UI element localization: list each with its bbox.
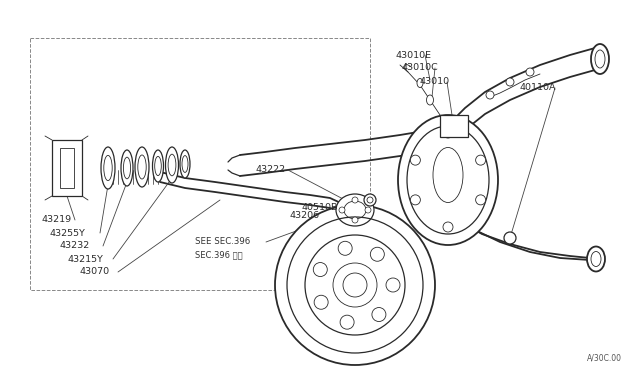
Text: 43010: 43010 [420, 77, 450, 87]
Circle shape [352, 197, 358, 203]
Ellipse shape [135, 147, 149, 187]
Text: 43219: 43219 [42, 215, 72, 224]
Bar [52, 140, 82, 196]
Ellipse shape [417, 78, 423, 87]
Ellipse shape [101, 147, 115, 189]
Circle shape [340, 315, 354, 329]
Bar [440, 115, 468, 137]
Ellipse shape [121, 150, 133, 186]
Circle shape [275, 205, 435, 365]
Circle shape [314, 295, 328, 309]
Text: 43255Y: 43255Y [50, 228, 86, 237]
Text: 43206: 43206 [290, 211, 320, 219]
Circle shape [339, 207, 345, 213]
Circle shape [410, 195, 420, 205]
Circle shape [386, 278, 400, 292]
Text: SEE SEC.396: SEE SEC.396 [195, 237, 250, 247]
Circle shape [367, 197, 373, 203]
Text: 43070: 43070 [80, 267, 110, 276]
Circle shape [476, 155, 486, 165]
Ellipse shape [166, 147, 179, 183]
Ellipse shape [587, 247, 605, 272]
Circle shape [314, 263, 327, 276]
Circle shape [410, 155, 420, 165]
Circle shape [371, 247, 385, 261]
Text: A/30C.00: A/30C.00 [587, 353, 622, 362]
Circle shape [343, 273, 367, 297]
Circle shape [352, 217, 358, 223]
Ellipse shape [336, 194, 374, 226]
Ellipse shape [591, 44, 609, 74]
Text: 43222: 43222 [255, 166, 285, 174]
Text: 40510B: 40510B [302, 203, 339, 212]
Ellipse shape [426, 95, 433, 105]
Text: SEC.396 参照: SEC.396 参照 [195, 250, 243, 260]
Ellipse shape [180, 150, 190, 178]
Circle shape [338, 241, 352, 255]
Text: 43010C: 43010C [402, 64, 439, 73]
Circle shape [372, 308, 386, 321]
Circle shape [365, 207, 371, 213]
Ellipse shape [591, 251, 601, 266]
Circle shape [364, 194, 376, 206]
Text: 40110A: 40110A [520, 83, 557, 93]
Text: 43010E: 43010E [395, 51, 431, 60]
Bar [60, 148, 74, 188]
Circle shape [443, 222, 453, 232]
Circle shape [486, 91, 494, 99]
Ellipse shape [152, 150, 163, 182]
Circle shape [506, 78, 514, 86]
Ellipse shape [344, 201, 366, 219]
Text: 43232: 43232 [60, 241, 90, 250]
Text: 43215Y: 43215Y [68, 254, 104, 263]
Circle shape [526, 68, 534, 76]
Circle shape [443, 128, 453, 138]
Circle shape [476, 195, 486, 205]
Ellipse shape [398, 115, 498, 245]
Circle shape [504, 232, 516, 244]
Ellipse shape [595, 50, 605, 68]
